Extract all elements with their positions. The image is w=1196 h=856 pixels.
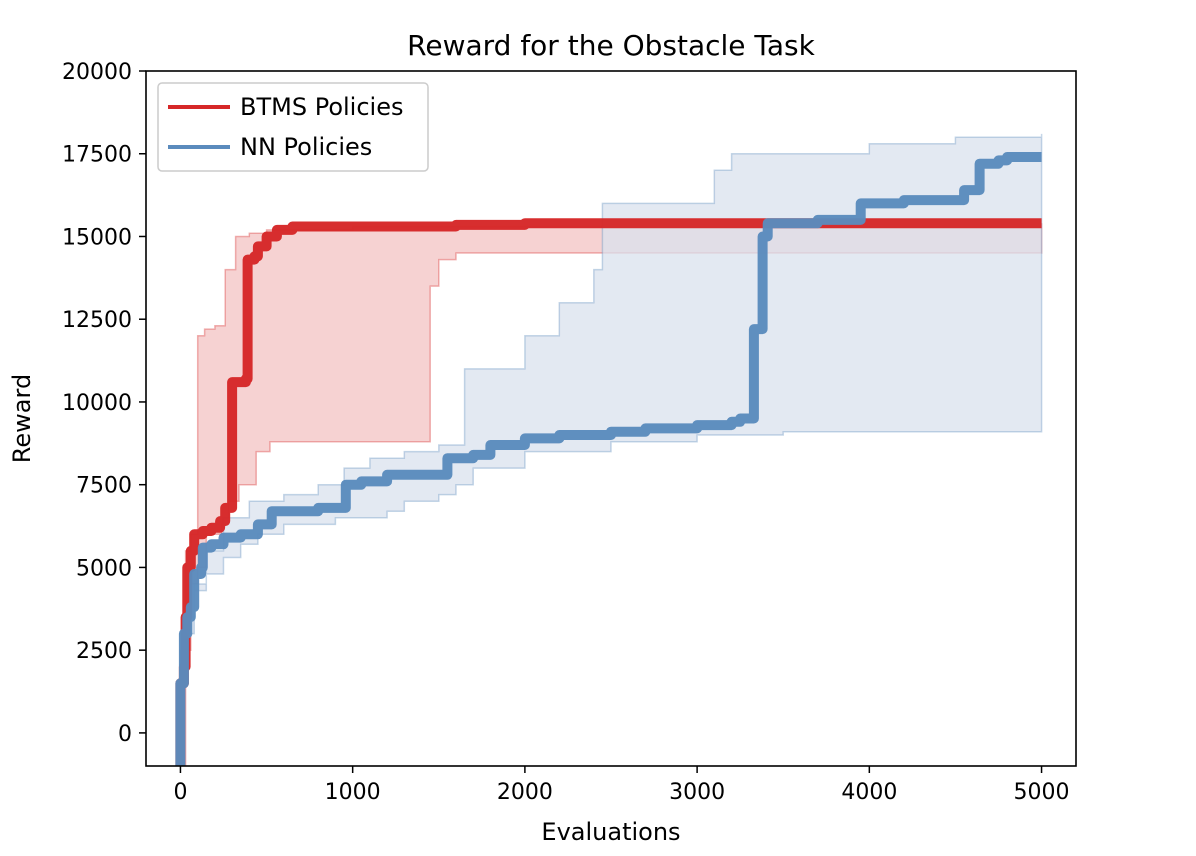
legend: BTMS Policies NN Policies xyxy=(157,82,429,172)
x-tick-label: 4000 xyxy=(841,780,897,805)
legend-label-nn: NN Policies xyxy=(240,133,372,161)
y-tick-label: 0 xyxy=(118,722,132,747)
y-tick-label: 10000 xyxy=(62,391,132,416)
band-nn xyxy=(179,133,1043,766)
y-tick-label: 20000 xyxy=(62,60,132,85)
plot-frame xyxy=(145,70,1077,767)
x-tick-label: 3000 xyxy=(669,780,725,805)
x-tick-label: 2000 xyxy=(497,780,553,805)
y-axis-label: Reward xyxy=(8,374,36,463)
y-tick-label: 7500 xyxy=(76,474,132,499)
y-tick-label: 2500 xyxy=(76,639,132,664)
series-lines xyxy=(175,152,1042,766)
x-tick-label: 5000 xyxy=(1014,780,1070,805)
x-tick-label: 1000 xyxy=(325,780,381,805)
y-axis-ticks: 0 2500 5000 7500 10000 12500 15000 17500 20000 xyxy=(62,60,146,747)
chart-title: Reward for the Obstacle Task xyxy=(407,29,815,62)
y-tick-label: 12500 xyxy=(62,308,132,333)
line-nn xyxy=(175,152,1042,766)
x-tick-label: 0 xyxy=(173,780,187,805)
x-axis-ticks: 0 1000 2000 3000 4000 5000 xyxy=(173,766,1070,805)
y-tick-label: 17500 xyxy=(62,143,132,168)
legend-label-btms: BTMS Policies xyxy=(240,93,403,121)
y-tick-label: 5000 xyxy=(76,556,132,581)
x-axis-label: Evaluations xyxy=(541,818,680,846)
y-tick-label: 15000 xyxy=(62,225,132,250)
